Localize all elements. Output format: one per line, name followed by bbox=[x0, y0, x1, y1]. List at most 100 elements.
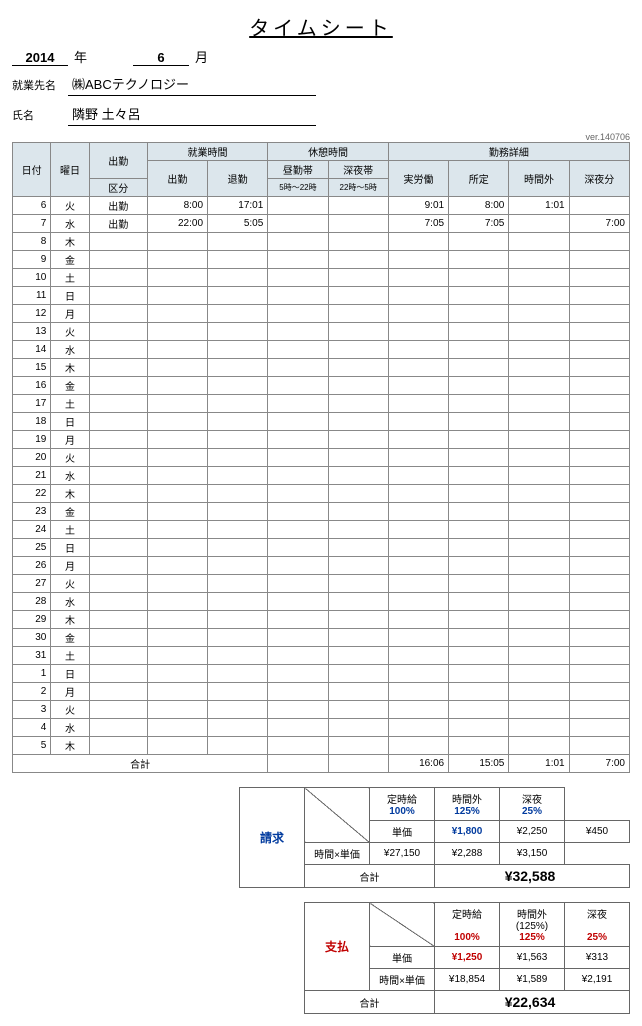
sched-cell: 8:00 bbox=[449, 197, 509, 215]
table-row: 4水 bbox=[13, 719, 630, 737]
in-cell bbox=[147, 287, 207, 305]
dow-cell: 金 bbox=[51, 503, 89, 521]
dayband-cell bbox=[268, 611, 328, 629]
actual-cell bbox=[388, 503, 448, 521]
dayband-cell bbox=[268, 683, 328, 701]
nightband-cell bbox=[328, 449, 388, 467]
out-cell bbox=[208, 323, 268, 341]
payment-table: 支払 定時給100% 時間外(125%)125% 深夜25% 単価 ¥1,250… bbox=[304, 902, 630, 1014]
ot-cell bbox=[509, 485, 569, 503]
kubun-cell bbox=[89, 611, 147, 629]
hdr-date: 日付 bbox=[13, 143, 51, 197]
actual-cell: 9:01 bbox=[388, 197, 448, 215]
night-cell bbox=[569, 323, 629, 341]
actual-cell bbox=[388, 647, 448, 665]
nightband-cell bbox=[328, 341, 388, 359]
out-cell bbox=[208, 503, 268, 521]
night-cell bbox=[569, 539, 629, 557]
nightband-cell bbox=[328, 539, 388, 557]
total-night: 7:00 bbox=[569, 755, 629, 773]
kubun-cell bbox=[89, 683, 147, 701]
payment-total: ¥22,634 bbox=[435, 991, 630, 1014]
nightband-cell bbox=[328, 557, 388, 575]
night-cell bbox=[569, 629, 629, 647]
in-cell bbox=[147, 359, 207, 377]
kubun-cell bbox=[89, 503, 147, 521]
in-cell bbox=[147, 575, 207, 593]
date-cell: 12 bbox=[13, 305, 51, 323]
actual-cell bbox=[388, 665, 448, 683]
night-cell bbox=[569, 269, 629, 287]
dayband-cell bbox=[268, 647, 328, 665]
dayband-cell bbox=[268, 305, 328, 323]
kubun-cell bbox=[89, 323, 147, 341]
hdr-worktime: 就業時間 bbox=[147, 143, 268, 161]
out-cell bbox=[208, 287, 268, 305]
payment-hdr-ot: 時間外(125%)125% bbox=[500, 903, 565, 947]
payment-rate-ot: ¥1,563 bbox=[500, 947, 565, 969]
table-row: 14水 bbox=[13, 341, 630, 359]
out-cell bbox=[208, 341, 268, 359]
actual-cell bbox=[388, 251, 448, 269]
in-cell bbox=[147, 647, 207, 665]
actual-cell bbox=[388, 521, 448, 539]
actual-cell bbox=[388, 449, 448, 467]
out-cell bbox=[208, 395, 268, 413]
date-cell: 26 bbox=[13, 557, 51, 575]
ot-cell bbox=[509, 251, 569, 269]
nightband-cell bbox=[328, 575, 388, 593]
actual-cell bbox=[388, 431, 448, 449]
ot-cell bbox=[509, 557, 569, 575]
sched-cell bbox=[449, 359, 509, 377]
dayband-cell bbox=[268, 233, 328, 251]
dayband-cell bbox=[268, 413, 328, 431]
dow-cell: 木 bbox=[51, 485, 89, 503]
night-cell: 7:00 bbox=[569, 215, 629, 233]
sched-cell bbox=[449, 431, 509, 449]
actual-cell bbox=[388, 593, 448, 611]
out-cell bbox=[208, 629, 268, 647]
kubun-cell bbox=[89, 233, 147, 251]
dow-cell: 土 bbox=[51, 647, 89, 665]
table-row: 11日 bbox=[13, 287, 630, 305]
ot-cell bbox=[509, 593, 569, 611]
dow-cell: 水 bbox=[51, 719, 89, 737]
ot-cell bbox=[509, 539, 569, 557]
ot-cell bbox=[509, 665, 569, 683]
dayband-cell bbox=[268, 431, 328, 449]
night-cell bbox=[569, 197, 629, 215]
dayband-cell bbox=[268, 557, 328, 575]
kubun-cell bbox=[89, 467, 147, 485]
billing-total: ¥32,588 bbox=[435, 865, 630, 888]
date-cell: 14 bbox=[13, 341, 51, 359]
nightband-cell bbox=[328, 305, 388, 323]
kubun-cell bbox=[89, 521, 147, 539]
dayband-cell bbox=[268, 197, 328, 215]
billing-line-night: ¥3,150 bbox=[500, 843, 565, 865]
dow-cell: 木 bbox=[51, 359, 89, 377]
sched-cell bbox=[449, 287, 509, 305]
table-row: 17土 bbox=[13, 395, 630, 413]
date-cell: 29 bbox=[13, 611, 51, 629]
table-row: 19月 bbox=[13, 431, 630, 449]
dayband-cell bbox=[268, 593, 328, 611]
ot-cell bbox=[509, 431, 569, 449]
actual-cell bbox=[388, 701, 448, 719]
total-sched: 15:05 bbox=[449, 755, 509, 773]
dow-cell: 金 bbox=[51, 377, 89, 395]
date-cell: 6 bbox=[13, 197, 51, 215]
sched-cell bbox=[449, 233, 509, 251]
hdr-kubun: 区分 bbox=[89, 179, 147, 197]
kubun-cell bbox=[89, 251, 147, 269]
table-row: 30金 bbox=[13, 629, 630, 647]
table-row: 23金 bbox=[13, 503, 630, 521]
night-cell bbox=[569, 431, 629, 449]
table-row: 29木 bbox=[13, 611, 630, 629]
nightband-cell bbox=[328, 197, 388, 215]
out-cell bbox=[208, 683, 268, 701]
in-cell: 22:00 bbox=[147, 215, 207, 233]
dow-cell: 水 bbox=[51, 341, 89, 359]
nightband-cell bbox=[328, 269, 388, 287]
night-cell bbox=[569, 593, 629, 611]
dayband-cell bbox=[268, 341, 328, 359]
